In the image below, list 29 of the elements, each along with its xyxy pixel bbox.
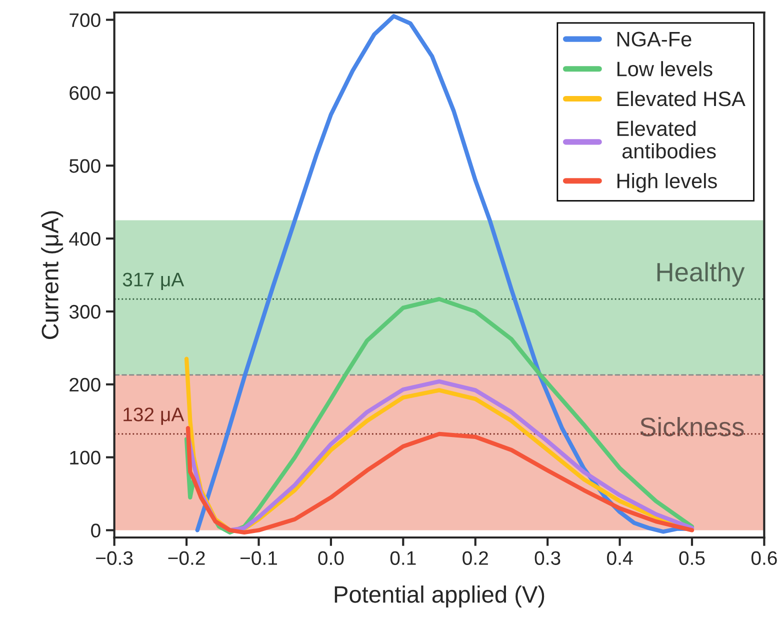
x-tick-label: 0.5 xyxy=(679,551,705,565)
x-tick-label: 0.0 xyxy=(318,551,344,565)
ref-line-label: 317 μA xyxy=(122,272,184,290)
legend-label: NGA-Fe xyxy=(617,32,692,47)
y-axis-title: Current (μA) xyxy=(41,211,64,339)
x-tick-label: 0.3 xyxy=(534,551,560,565)
y-tick-label: 0 xyxy=(91,524,100,538)
legend-label: Elevated HSA xyxy=(617,90,746,106)
y-tick-label: 100 xyxy=(70,450,100,465)
band-label: Healthy xyxy=(657,262,745,287)
y-tick-label: 400 xyxy=(69,232,100,246)
y-tick-label: 300 xyxy=(69,304,100,319)
x-tick-label: −0.3 xyxy=(96,551,133,565)
x-tick-label: 0.2 xyxy=(462,551,488,565)
legend-label: High levels xyxy=(617,173,717,192)
legend-label: Low levels xyxy=(617,61,712,76)
x-axis-title: Potential applied (V) xyxy=(334,585,544,608)
legend-label: Elevated antibodies xyxy=(617,120,716,159)
y-tick-label: 700 xyxy=(70,13,100,28)
x-tick-label: −0.2 xyxy=(168,551,205,565)
x-tick-label: 0.1 xyxy=(390,551,416,565)
y-tick-label: 200 xyxy=(70,378,100,392)
ref-line-label: 132 μA xyxy=(124,408,184,425)
band-label: Sickness xyxy=(640,416,744,436)
x-tick-label: −0.1 xyxy=(240,551,277,565)
y-tick-label: 600 xyxy=(70,86,100,100)
x-tick-label: 0.4 xyxy=(607,551,633,565)
x-tick-label: 0.6 xyxy=(751,551,777,565)
y-tick-label: 500 xyxy=(69,159,100,173)
